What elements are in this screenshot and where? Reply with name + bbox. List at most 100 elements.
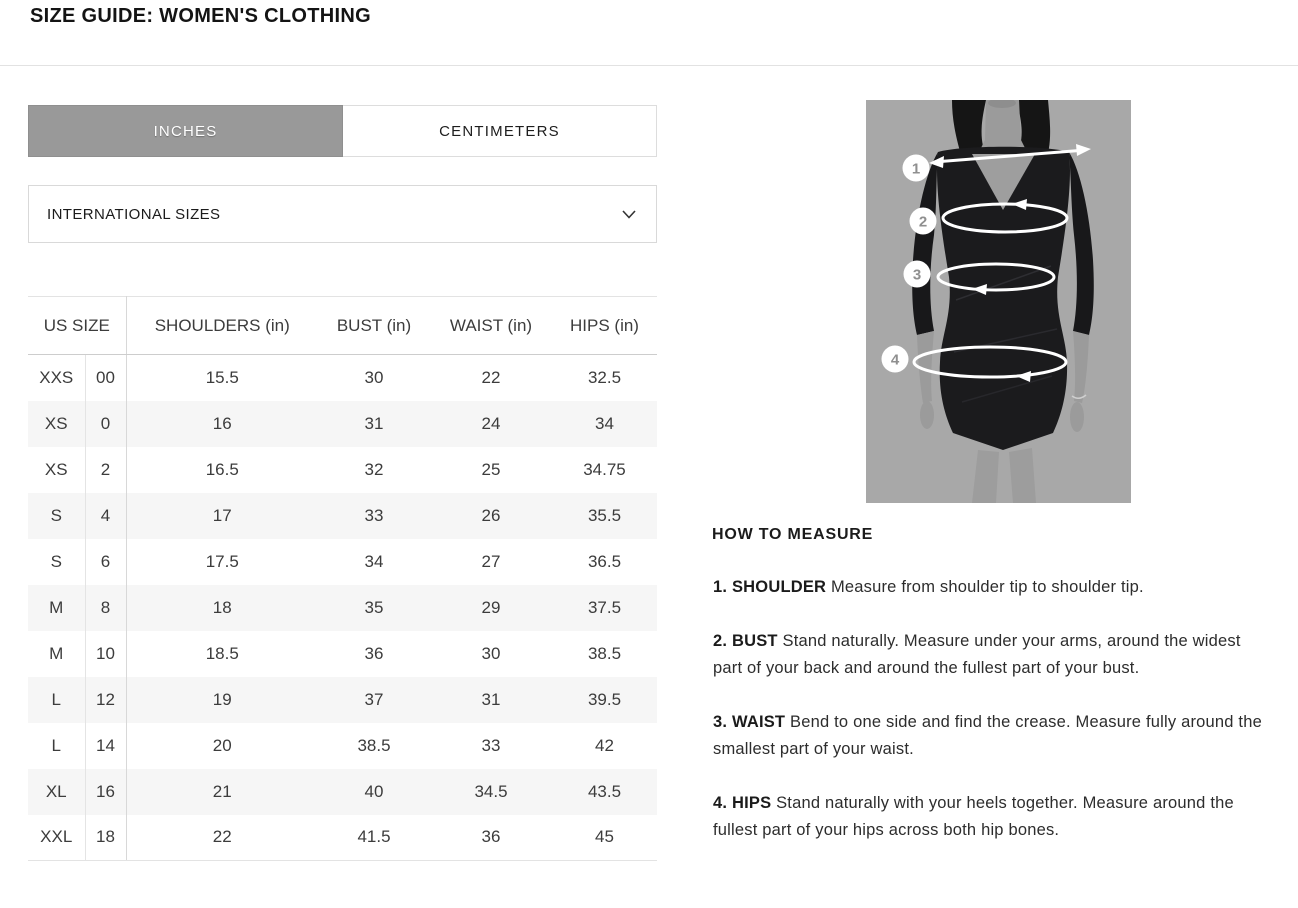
cell-bust: 31 xyxy=(364,413,384,433)
measure-step: 1. SHOULDER Measure from shoulder tip to… xyxy=(713,574,1272,601)
how-to-measure-steps: 1. SHOULDER Measure from shoulder tip to… xyxy=(710,574,1272,844)
step-text: Bend to one side and find the crease. Me… xyxy=(713,713,1262,758)
cell-size-letter: S xyxy=(28,492,86,539)
cell-size-letter: XS xyxy=(28,446,86,493)
international-sizes-dropdown[interactable]: INTERNATIONAL SIZES xyxy=(28,185,657,243)
callout-circle-1 xyxy=(902,154,930,182)
cell-waist: 26 xyxy=(481,505,501,525)
step-text: Stand naturally with your heels together… xyxy=(713,794,1234,839)
cell-bust: 37 xyxy=(364,689,384,709)
cell-us-number: 12 xyxy=(85,676,127,723)
cell-hips: 43.5 xyxy=(587,781,622,801)
size-chart-body: XXS 00 15.5 30 22 32.5 XS 0 16 31 24 34 … xyxy=(28,354,657,861)
cell-us-number: 0 xyxy=(85,400,127,447)
cell-hips: 37.5 xyxy=(587,597,622,617)
table-row: XXS 00 15.5 30 22 32.5 xyxy=(28,354,657,401)
step-text: Measure from shoulder tip to shoulder ti… xyxy=(830,578,1144,596)
step-number: 4. xyxy=(713,794,728,812)
shoulder-arrowhead-left xyxy=(929,156,944,168)
cell-bust: 30 xyxy=(364,367,384,387)
title-divider xyxy=(0,65,1298,66)
sleeve-right xyxy=(1069,152,1094,335)
wrap-fold-3 xyxy=(961,375,1053,403)
waist-arrowhead xyxy=(972,284,987,295)
table-row: S 4 17 33 26 35.5 xyxy=(28,492,657,539)
measurement-lines xyxy=(912,148,1087,379)
step-label: SHOULDER xyxy=(731,578,827,596)
step-label: HIPS xyxy=(731,794,772,812)
hips-arrowhead xyxy=(1016,371,1031,382)
callout-number-2: 2 xyxy=(919,213,927,230)
size-chart-table: US SIZE SHOULDERS (in) BUST (in) WAIST (… xyxy=(28,296,657,861)
header-bust: BUST (in) xyxy=(318,296,430,355)
cell-us-number: 14 xyxy=(85,722,127,769)
cell-shoulders: 18.5 xyxy=(205,643,239,663)
cell-waist: 22 xyxy=(481,367,501,387)
tab-inches[interactable]: INCHES xyxy=(28,105,343,157)
callout-circle-3 xyxy=(903,260,931,288)
cell-bust: 38.5 xyxy=(357,735,391,755)
forearm-left xyxy=(917,331,934,403)
callout-number-3: 3 xyxy=(913,266,921,283)
page-title: SIZE GUIDE: WOMEN'S CLOTHING xyxy=(30,5,371,27)
cell-waist: 33 xyxy=(481,735,501,755)
cell-shoulders: 21 xyxy=(212,781,232,801)
cell-size-letter: XS xyxy=(28,400,86,447)
cell-bust: 41.5 xyxy=(318,814,430,861)
cell-us-number: 00 xyxy=(85,354,127,401)
step-number: 2. xyxy=(713,632,728,650)
cell-waist: 25 xyxy=(481,459,501,479)
table-row: L 12 19 37 31 39.5 xyxy=(28,676,657,723)
cell-bust: 32 xyxy=(364,459,384,479)
cell-shoulders: 16.5 xyxy=(205,459,239,479)
cell-size-letter: XXS xyxy=(28,354,86,401)
cell-size-letter: XXL xyxy=(28,814,86,861)
cell-hips: 32.5 xyxy=(587,367,622,387)
cell-size-letter: L xyxy=(28,722,86,769)
cell-size-letter: M xyxy=(28,630,86,677)
tab-centimeters-label: CENTIMETERS xyxy=(439,122,560,140)
cell-bust: 40 xyxy=(364,781,384,801)
measurement-model-image: 1 2 3 4 xyxy=(866,98,1131,503)
table-row: XS 2 16.5 32 25 34.75 xyxy=(28,446,657,493)
how-to-measure-title: HOW TO MEASURE xyxy=(712,526,874,543)
cell-shoulders: 20 xyxy=(212,735,232,755)
step-number: 1. xyxy=(713,578,728,596)
measure-step: 2. BUST Stand naturally. Measure under y… xyxy=(713,628,1272,682)
table-row: XXL 18 22 41.5 36 45 xyxy=(28,814,657,861)
cell-size-letter: XL xyxy=(28,768,86,815)
international-sizes-dropdown-value: INTERNATIONAL SIZES xyxy=(47,205,221,223)
cell-shoulders: 22 xyxy=(126,814,318,861)
cell-hips: 39.5 xyxy=(587,689,622,709)
table-row: M 8 18 35 29 37.5 xyxy=(28,584,657,631)
waist-ellipse xyxy=(936,262,1056,292)
cell-waist: 36 xyxy=(430,814,552,861)
leg-right xyxy=(1009,448,1036,503)
cell-us-number: 2 xyxy=(85,446,127,493)
cell-waist: 31 xyxy=(481,689,501,709)
table-row: L 14 20 38.5 33 42 xyxy=(28,722,657,769)
tab-centimeters[interactable]: CENTIMETERS xyxy=(343,105,657,157)
cell-hips: 38.5 xyxy=(587,643,622,663)
callout-number-1: 1 xyxy=(912,160,920,177)
step-number: 3. xyxy=(713,713,728,731)
cell-bust: 36 xyxy=(364,643,384,663)
header-hips: HIPS (in) xyxy=(552,296,657,355)
table-row: S 6 17.5 34 27 36.5 xyxy=(28,538,657,585)
hand-right xyxy=(1070,402,1084,432)
cell-us-number: 10 xyxy=(85,630,127,677)
cell-waist: 34.5 xyxy=(474,781,508,801)
cell-hips: 34.75 xyxy=(583,459,626,479)
cell-bust: 34 xyxy=(364,551,384,571)
measure-step: 3. WAIST Bend to one side and find the c… xyxy=(713,709,1272,763)
chevron-down-icon xyxy=(622,209,636,219)
header-waist: WAIST (in) xyxy=(430,296,552,355)
step-label: BUST xyxy=(731,632,778,650)
header-shoulders: SHOULDERS (in) xyxy=(126,296,318,355)
callout-circle-4 xyxy=(881,345,909,373)
cell-waist: 27 xyxy=(481,551,501,571)
table-row: M 10 18.5 36 30 38.5 xyxy=(28,630,657,677)
cell-waist: 24 xyxy=(481,413,501,433)
cell-waist: 29 xyxy=(481,597,501,617)
